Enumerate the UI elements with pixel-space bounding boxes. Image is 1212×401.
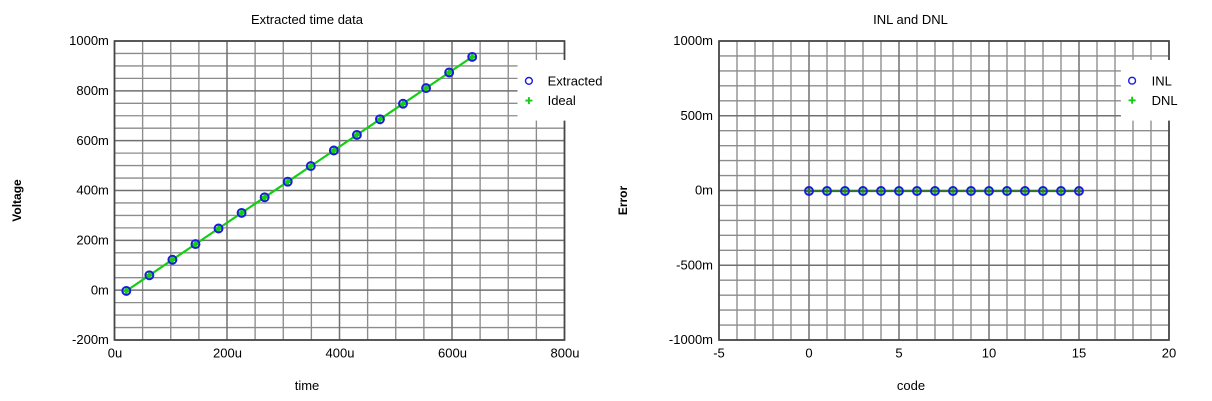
svg-text:time: time bbox=[295, 378, 320, 393]
svg-text:600m: 600m bbox=[76, 133, 109, 148]
svg-text:0m: 0m bbox=[695, 183, 713, 198]
svg-text:Extracted: Extracted bbox=[548, 74, 603, 89]
svg-text:-200m: -200m bbox=[72, 332, 109, 347]
svg-text:0: 0 bbox=[805, 346, 812, 361]
svg-text:400m: 400m bbox=[76, 183, 109, 198]
svg-text:10: 10 bbox=[982, 346, 996, 361]
svg-text:code: code bbox=[897, 378, 925, 393]
svg-text:Extracted time data: Extracted time data bbox=[251, 12, 364, 27]
svg-text:Voltage: Voltage bbox=[10, 179, 24, 222]
svg-text:0m: 0m bbox=[91, 282, 109, 297]
svg-text:800m: 800m bbox=[76, 83, 109, 98]
svg-text:800u: 800u bbox=[551, 346, 580, 361]
svg-text:Error: Error bbox=[616, 185, 630, 215]
svg-text:0u: 0u bbox=[108, 346, 122, 361]
svg-text:20: 20 bbox=[1162, 346, 1176, 361]
svg-text:600u: 600u bbox=[438, 346, 467, 361]
svg-text:1000m: 1000m bbox=[69, 33, 109, 48]
svg-text:-5: -5 bbox=[713, 346, 725, 361]
svg-text:200m: 200m bbox=[76, 233, 109, 248]
svg-text:INL: INL bbox=[1152, 73, 1172, 88]
svg-text:15: 15 bbox=[1072, 346, 1086, 361]
svg-text:-1000m: -1000m bbox=[669, 332, 713, 347]
svg-text:400u: 400u bbox=[326, 346, 355, 361]
svg-text:Ideal: Ideal bbox=[548, 93, 576, 108]
svg-text:5: 5 bbox=[895, 346, 902, 361]
svg-text:200u: 200u bbox=[213, 346, 242, 361]
svg-text:500m: 500m bbox=[680, 108, 713, 123]
svg-text:-500m: -500m bbox=[676, 257, 713, 272]
svg-text:INL and DNL: INL and DNL bbox=[873, 12, 948, 27]
svg-text:DNL: DNL bbox=[1152, 93, 1178, 108]
svg-text:1000m: 1000m bbox=[673, 33, 713, 48]
